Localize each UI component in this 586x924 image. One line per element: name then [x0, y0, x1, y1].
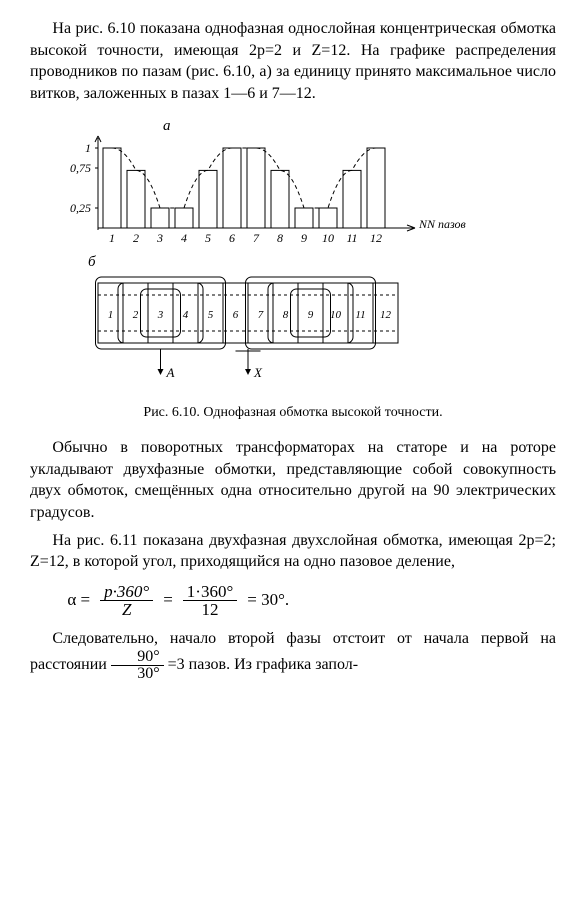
svg-text:Х: Х	[253, 365, 263, 380]
figure-caption: Рис. 6.10. Однофазная обмотка высокой то…	[30, 404, 556, 423]
paragraph-4: Следовательно, начало второй фазы отстои…	[30, 628, 556, 683]
eq-1: =	[163, 589, 173, 612]
svg-text:7: 7	[258, 309, 264, 321]
svg-text:0,25: 0,25	[70, 201, 91, 215]
svg-text:4: 4	[181, 231, 187, 245]
svg-text:10: 10	[322, 231, 334, 245]
svg-text:3: 3	[157, 309, 164, 321]
svg-text:1: 1	[109, 231, 115, 245]
svg-text:0,75: 0,75	[70, 161, 91, 175]
svg-text:8: 8	[277, 231, 283, 245]
p4-part-b: =3 пазов. Из графика запол-	[168, 657, 358, 674]
eq-result: = 30°.	[247, 589, 289, 612]
svg-text:1: 1	[85, 141, 91, 155]
svg-text:7: 7	[253, 231, 260, 245]
frac2-num: 1·360°	[183, 583, 237, 601]
paragraph-1: На рис. 6.10 показана однофазная односло…	[30, 18, 556, 104]
svg-text:3: 3	[156, 231, 163, 245]
svg-text:2: 2	[133, 231, 139, 245]
svg-text:12: 12	[370, 231, 382, 245]
formula-lhs: α =	[67, 589, 90, 612]
page: На рис. 6.10 показана однофазная односло…	[0, 0, 586, 924]
svg-text:12: 12	[380, 309, 392, 321]
svg-text:11: 11	[346, 231, 357, 245]
svg-text:5: 5	[205, 231, 211, 245]
x-axis-label: NN пазов	[418, 217, 466, 231]
paragraph-2: Обычно в поворотных трансформаторах на с…	[30, 437, 556, 523]
frac1-den: Z	[118, 601, 135, 618]
svg-text:8: 8	[283, 309, 289, 321]
fraction-2: 1·360° 12	[183, 583, 237, 618]
svg-text:2: 2	[133, 309, 139, 321]
fraction-1: p·360° Z	[100, 583, 153, 618]
svg-text:4: 4	[183, 309, 189, 321]
subfig-label-a: а	[163, 118, 171, 134]
figure-6-10: а 10,750,25 NN пазов 123456789101112 б 1…	[43, 118, 543, 398]
inline-frac-num: 90°	[111, 649, 164, 666]
svg-text:10: 10	[330, 309, 342, 321]
subfig-label-b: б	[88, 254, 96, 270]
paragraph-3: На рис. 6.11 показана двухфазная двухсло…	[30, 530, 556, 573]
frac2-den: 12	[198, 601, 223, 618]
svg-text:А: А	[166, 365, 175, 380]
svg-text:11: 11	[355, 309, 365, 321]
svg-text:6: 6	[229, 231, 235, 245]
frac1-num: p·360°	[100, 583, 153, 601]
svg-text:6: 6	[233, 309, 239, 321]
svg-text:1: 1	[108, 309, 114, 321]
formula-alpha: α = p·360° Z = 1·360° 12 = 30°.	[67, 583, 556, 618]
inline-frac-den: 30°	[111, 666, 164, 682]
svg-text:9: 9	[301, 231, 307, 245]
svg-text:5: 5	[208, 309, 214, 321]
inline-fraction: 90° 30°	[111, 649, 164, 682]
svg-text:9: 9	[308, 309, 314, 321]
